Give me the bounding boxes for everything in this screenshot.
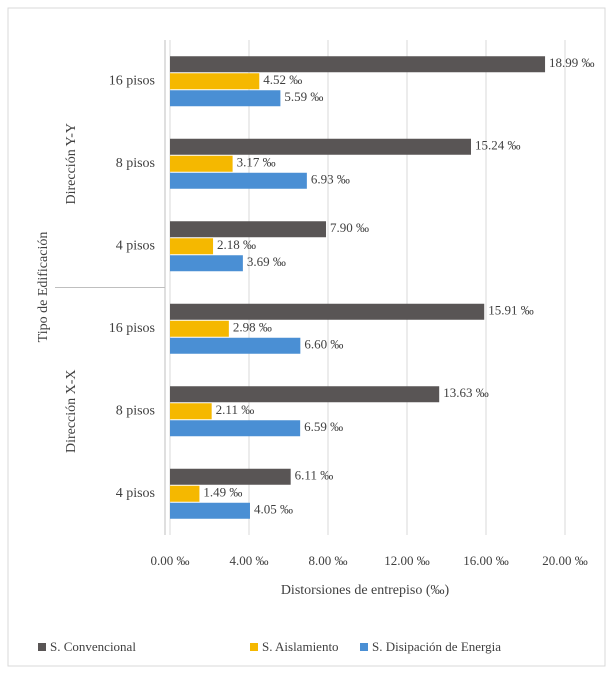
bar [170, 172, 307, 189]
x-tick-label: 12.00 ‰ [384, 553, 430, 568]
value-label: 15.91 ‰ [488, 303, 534, 318]
bar [170, 255, 243, 272]
bar [170, 221, 327, 238]
legend-swatch [360, 643, 368, 651]
bar [170, 238, 214, 255]
y-tick-label: 4 pisos [116, 238, 155, 253]
bar [170, 138, 471, 155]
x-tick-label: 16.00 ‰ [463, 553, 509, 568]
value-label: 13.63 ‰ [443, 385, 489, 400]
y-axis-title: Tipo de Edificación [36, 232, 51, 343]
bar [170, 56, 546, 73]
bar [170, 485, 200, 502]
value-label: 6.93 ‰ [311, 172, 350, 187]
value-label: 15.24 ‰ [475, 138, 521, 153]
bar [170, 73, 260, 90]
value-label: 5.59 ‰ [284, 89, 323, 104]
x-axis-title: Distorsiones de entrepiso (‰) [281, 583, 450, 598]
legend-swatch [38, 643, 46, 651]
bar [170, 420, 301, 437]
y-tick-label: 16 pisos [109, 321, 155, 336]
group-label: Dirección Y-Y [64, 123, 79, 205]
bar [170, 337, 301, 354]
y-tick-label: 16 pisos [109, 73, 155, 88]
x-tick-label: 8.00 ‰ [309, 553, 348, 568]
y-tick-label: 4 pisos [116, 486, 155, 501]
value-label: 4.05 ‰ [254, 502, 293, 517]
y-tick-label: 8 pisos [116, 156, 155, 171]
value-label: 3.17 ‰ [237, 155, 276, 170]
legend-label: S. Convencional [50, 639, 136, 654]
bar [170, 468, 291, 485]
value-label: 6.59 ‰ [304, 419, 343, 434]
x-tick-label: 0.00 ‰ [151, 553, 190, 568]
value-label: 2.98 ‰ [233, 320, 272, 335]
legend-label: S. Disipación de Energia [372, 639, 501, 654]
bar [170, 155, 233, 172]
value-label: 1.49 ‰ [203, 485, 242, 500]
value-label: 2.11 ‰ [216, 402, 255, 417]
value-label: 7.90 ‰ [330, 220, 369, 235]
chart-border [7, 7, 606, 667]
x-tick-label: 4.00 ‰ [230, 553, 269, 568]
value-label: 4.52 ‰ [263, 72, 302, 87]
legend-swatch [250, 643, 258, 651]
bar [170, 403, 212, 420]
group-label: Dirección X-X [64, 369, 79, 453]
value-label: 18.99 ‰ [549, 55, 595, 70]
value-label: 3.69 ‰ [247, 254, 286, 269]
value-label: 6.11 ‰ [295, 468, 334, 483]
y-tick-label: 8 pisos [116, 403, 155, 418]
legend-label: S. Aislamiento [262, 639, 339, 654]
value-label: 6.60 ‰ [304, 337, 343, 352]
bar [170, 320, 229, 337]
bar [170, 90, 281, 107]
value-label: 2.18 ‰ [217, 237, 256, 252]
bar [170, 303, 485, 320]
bar [170, 502, 250, 519]
x-tick-label: 20.00 ‰ [542, 553, 588, 568]
bar [170, 386, 440, 403]
